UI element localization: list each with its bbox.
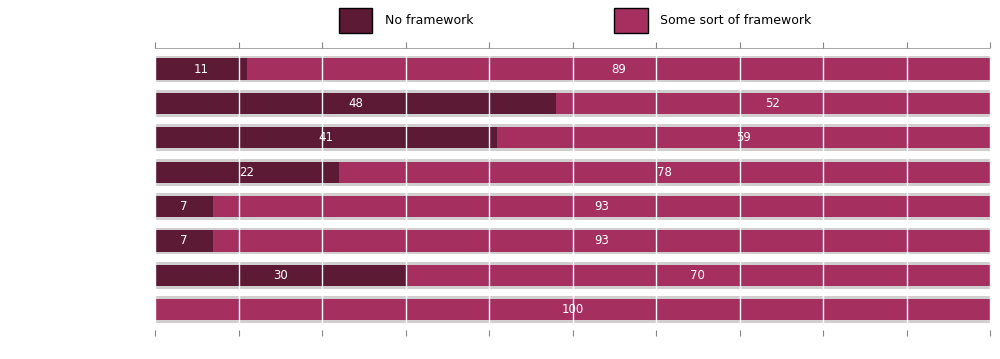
Bar bbox=[155, 262, 990, 289]
Bar bbox=[155, 162, 339, 183]
Text: 41: 41 bbox=[319, 131, 334, 144]
Text: 48: 48 bbox=[348, 97, 363, 110]
Text: 22: 22 bbox=[239, 166, 254, 179]
Text: 11: 11 bbox=[193, 62, 208, 76]
Bar bbox=[155, 299, 990, 320]
Text: 70: 70 bbox=[690, 269, 705, 282]
Text: Some sort of framework: Some sort of framework bbox=[660, 14, 811, 27]
Text: 59: 59 bbox=[736, 131, 751, 144]
Bar bbox=[155, 159, 990, 186]
Bar bbox=[155, 56, 990, 83]
Bar bbox=[155, 230, 213, 252]
Text: No framework: No framework bbox=[385, 14, 473, 27]
Text: 93: 93 bbox=[594, 200, 609, 213]
Bar bbox=[155, 127, 497, 149]
FancyBboxPatch shape bbox=[339, 8, 372, 33]
Text: 7: 7 bbox=[180, 200, 188, 213]
Bar bbox=[155, 90, 990, 117]
Bar bbox=[155, 296, 990, 323]
Text: 93: 93 bbox=[594, 234, 609, 247]
Text: 30: 30 bbox=[273, 269, 288, 282]
Text: 7: 7 bbox=[180, 234, 188, 247]
Bar bbox=[155, 59, 247, 80]
Bar bbox=[155, 125, 990, 151]
Bar bbox=[406, 265, 990, 286]
Text: 89: 89 bbox=[611, 62, 626, 76]
Bar bbox=[155, 228, 990, 254]
Bar bbox=[213, 196, 990, 217]
Bar bbox=[213, 230, 990, 252]
Text: 100: 100 bbox=[561, 303, 584, 316]
Bar bbox=[155, 193, 990, 220]
Bar bbox=[247, 59, 990, 80]
Bar bbox=[155, 265, 406, 286]
FancyBboxPatch shape bbox=[614, 8, 648, 33]
Bar bbox=[497, 127, 990, 149]
Bar bbox=[556, 93, 990, 114]
Bar bbox=[155, 196, 213, 217]
Bar bbox=[155, 93, 556, 114]
Bar bbox=[339, 162, 990, 183]
Text: 52: 52 bbox=[765, 97, 780, 110]
Text: 78: 78 bbox=[657, 166, 672, 179]
